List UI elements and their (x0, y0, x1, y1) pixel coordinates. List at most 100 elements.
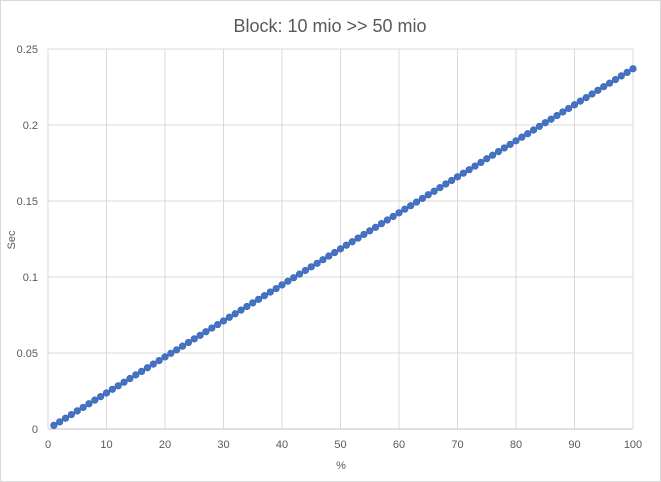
data-point (477, 158, 485, 166)
data-point (442, 180, 450, 188)
y-tick-label: 0.1 (23, 272, 38, 284)
data-point (576, 97, 584, 105)
data-point (196, 331, 204, 339)
x-axis-label: % (336, 460, 346, 472)
data-point (453, 173, 462, 181)
data-point (272, 284, 280, 293)
x-tick-label: 100 (624, 439, 642, 451)
data-point (483, 155, 491, 163)
data-point (383, 216, 391, 224)
gridlines (47, 48, 634, 430)
data-point (138, 367, 146, 375)
data-point (366, 227, 374, 235)
data-point (565, 104, 573, 113)
data-point (301, 266, 310, 275)
data-point (284, 277, 292, 285)
data-point (50, 421, 58, 429)
data-point (108, 385, 116, 393)
data-point (395, 209, 403, 217)
data-points (50, 65, 637, 429)
data-point (600, 83, 608, 91)
data-point (594, 86, 602, 94)
data-point (471, 162, 479, 170)
data-point (336, 245, 345, 253)
data-point (173, 346, 181, 354)
data-point (541, 119, 549, 127)
data-point (319, 256, 327, 264)
data-point (167, 349, 175, 357)
data-point (73, 407, 81, 415)
data-point (588, 90, 596, 98)
data-point (178, 342, 187, 350)
data-point (389, 212, 397, 221)
data-point (436, 184, 444, 192)
data-point (605, 79, 614, 87)
data-point (231, 310, 239, 318)
data-point (512, 137, 520, 145)
data-point (290, 274, 298, 282)
data-point (278, 281, 286, 289)
data-point (500, 144, 508, 152)
data-point (325, 252, 333, 260)
data-point (126, 374, 134, 383)
x-tick-label: 50 (334, 439, 346, 451)
data-point (529, 126, 538, 134)
data-point (266, 288, 274, 296)
data-point (91, 396, 99, 404)
data-point (465, 166, 473, 174)
data-point (553, 111, 561, 120)
data-point (255, 295, 263, 303)
data-point (219, 317, 228, 325)
data-point (243, 302, 251, 311)
y-tick-label: 0.25 (17, 44, 38, 56)
data-point (143, 364, 152, 372)
data-point (547, 115, 555, 123)
x-tick-label: 0 (45, 439, 51, 451)
y-tick-label: 0.2 (23, 120, 38, 132)
data-point (559, 108, 567, 116)
data-point (208, 324, 216, 332)
data-point (494, 148, 503, 156)
data-point (149, 360, 157, 368)
data-point (459, 169, 467, 177)
data-point (424, 191, 432, 199)
data-point (418, 194, 427, 203)
data-point (79, 403, 87, 412)
data-point (629, 65, 637, 73)
data-point (348, 238, 356, 246)
data-point (190, 335, 198, 343)
x-tick-label: 10 (100, 439, 112, 451)
data-point (214, 320, 222, 329)
x-tick-label: 20 (159, 439, 171, 451)
data-point (448, 176, 456, 185)
data-point (313, 259, 321, 267)
data-point (617, 72, 625, 80)
data-point (260, 292, 269, 300)
data-point (85, 400, 93, 408)
data-point (202, 328, 210, 336)
y-tick-label: 0 (32, 424, 38, 436)
data-point (67, 410, 75, 419)
data-point (161, 353, 169, 361)
data-point (518, 133, 526, 141)
x-tick-label: 60 (393, 439, 405, 451)
data-point (407, 202, 415, 210)
data-point (506, 140, 514, 149)
y-tick-label: 0.05 (17, 348, 38, 360)
data-point (97, 393, 105, 401)
x-tick-label: 90 (568, 439, 580, 451)
data-point (331, 248, 339, 257)
data-point (155, 357, 163, 365)
data-point (524, 130, 532, 138)
data-point (184, 338, 192, 347)
data-point (623, 68, 631, 77)
data-point (225, 313, 233, 321)
data-point (412, 198, 421, 206)
x-tick-label: 40 (276, 439, 288, 451)
data-point (237, 306, 245, 314)
data-point (582, 94, 590, 102)
y-tick-labels: 0 0.05 0.1 0.15 0.2 0.25 (17, 44, 38, 436)
data-point (342, 241, 350, 249)
